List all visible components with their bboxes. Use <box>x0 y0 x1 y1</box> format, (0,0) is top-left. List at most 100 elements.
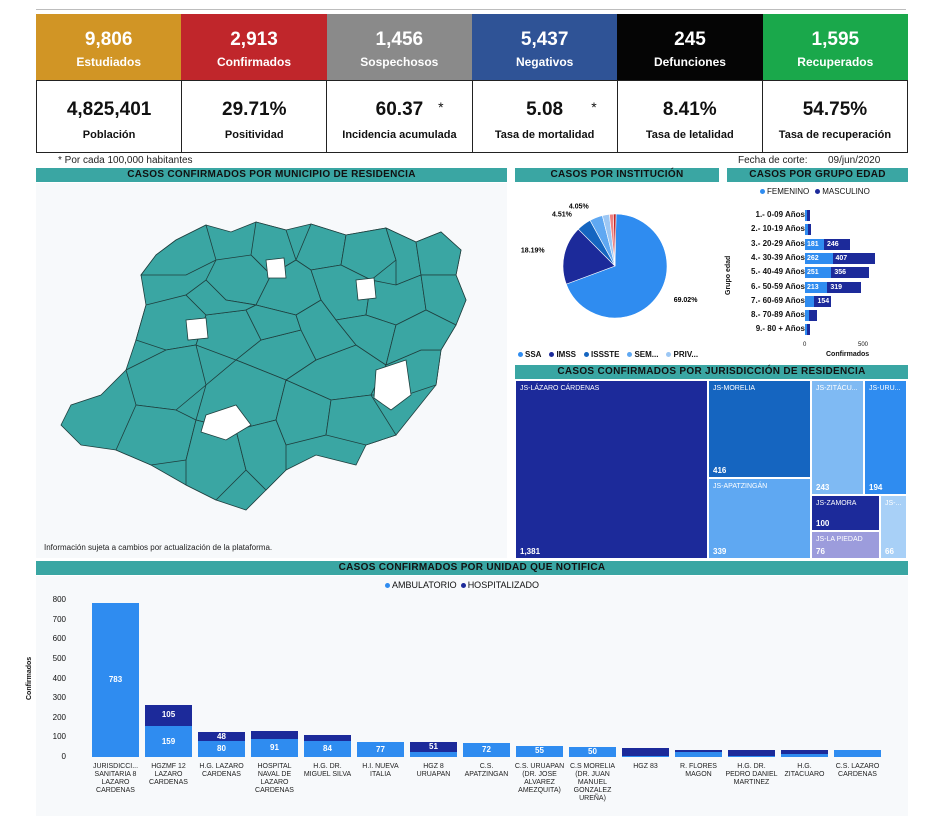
ytick: 200 <box>52 712 66 722</box>
unidad-bar[interactable]: 91 <box>251 731 298 757</box>
age-bar-femenino[interactable]: 262 <box>805 252 833 264</box>
institution-pie-chart[interactable]: 69.02% 18.19% 4.51%4.05% <box>515 186 715 346</box>
legend-masculino: MASCULINO <box>815 187 870 196</box>
age-bar-masculino[interactable]: 319 <box>827 281 861 293</box>
unidad-legend: AMBULATORIO HOSPITALIZADO <box>385 580 539 590</box>
bar-hospitalizado[interactable]: 105 <box>145 705 192 726</box>
age-bar-masculino[interactable]: 407 <box>832 252 876 264</box>
bar-ambulatorio[interactable] <box>675 751 722 757</box>
bar-hospitalizado[interactable] <box>675 749 722 752</box>
pie-slice[interactable] <box>565 213 668 319</box>
age-label: 9.- 80 + Años <box>755 324 805 334</box>
kpi-label: Negativos <box>515 55 574 69</box>
kpi-card: 245 Defunciones <box>617 14 763 80</box>
bar-ambulatorio[interactable] <box>728 755 775 757</box>
bar-hospitalizado[interactable] <box>251 731 298 740</box>
stat-value: 54.75% <box>802 99 868 120</box>
institution-legend: SSA IMSS ISSSTE SEM... PRIV... <box>518 350 698 359</box>
bar-ambulatorio[interactable]: 55 <box>516 746 563 757</box>
kpi-value: 245 <box>674 29 706 50</box>
age-bar-masculino[interactable]: 356 <box>831 267 869 279</box>
unidad-bar[interactable] <box>622 748 669 757</box>
treemap-cell[interactable]: JS-MORELIA 416 <box>708 380 811 478</box>
age-bar-femenino[interactable]: 181 <box>805 238 824 250</box>
treemap-cell[interactable]: JS-APATZINGÁN 339 <box>708 478 811 559</box>
bar-ambulatorio[interactable]: 91 <box>251 739 298 757</box>
treemap-cell[interactable]: JS-LÁZARO CÁRDENAS 1,381 <box>515 380 708 559</box>
treemap-cell[interactable]: JS-LA PIEDAD 76 <box>811 531 880 559</box>
ytick: 300 <box>52 693 66 703</box>
stat-label: Incidencia acumulada <box>342 129 457 141</box>
legend-femenino: FEMENINO <box>760 187 809 196</box>
unidad-bar[interactable]: 159 105 <box>145 705 192 757</box>
unidad-bar[interactable]: 80 48 <box>198 731 245 757</box>
unidad-bar[interactable] <box>728 749 775 757</box>
unidad-bar[interactable]: 55 <box>516 746 563 757</box>
age-bar-masculino[interactable]: 246 <box>824 238 850 250</box>
bar-hospitalizado[interactable]: 51 <box>410 742 457 753</box>
jurisdiction-treemap[interactable]: JS-LÁZARO CÁRDENAS 1,381 JS-MORELIA 416 JS… <box>515 380 907 559</box>
age-bar-femenino[interactable] <box>805 210 807 221</box>
bar-ambulatorio[interactable] <box>834 750 881 757</box>
stat-value: 60.37 <box>375 99 424 120</box>
unidad-bar[interactable] <box>834 750 881 757</box>
bar-hospitalizado[interactable]: 48 <box>198 731 245 742</box>
bar-ambulatorio[interactable]: 783 <box>92 603 139 757</box>
unidad-xlabel: C.S. APATZINGAN <box>464 763 509 778</box>
pie-slice[interactable] <box>562 228 616 285</box>
unidad-xlabel: C.S MORELIA (DR. JUAN MANUEL GONZALEZ UR… <box>569 763 616 802</box>
age-bar-masculino[interactable] <box>807 224 811 236</box>
bar-hospitalizado[interactable] <box>728 749 775 756</box>
bar-ambulatorio[interactable]: 72 <box>463 742 510 757</box>
bar-ambulatorio[interactable]: 159 <box>145 725 192 757</box>
age-label: 7.- 60-69 Años <box>751 295 805 305</box>
age-bar-femenino[interactable] <box>805 310 810 322</box>
cutoff-date: 09/jun/2020 <box>828 155 881 166</box>
bar-ambulatorio[interactable] <box>622 756 669 757</box>
kpi-value: 1,456 <box>375 29 424 50</box>
treemap-cell[interactable]: JS-... 66 <box>880 495 907 559</box>
bar-ambulatorio[interactable]: 80 <box>198 741 245 757</box>
age-row: 6.- 50-59 Años 213 319 <box>700 281 900 293</box>
bar-hospitalizado[interactable] <box>304 735 351 741</box>
age-label: 6.- 50-59 Años <box>751 281 805 291</box>
unidad-bar[interactable]: 72 <box>463 742 510 757</box>
bar-ambulatorio[interactable]: 84 <box>304 740 351 757</box>
unidad-bar[interactable] <box>675 749 722 757</box>
map-empty-region <box>265 257 287 279</box>
map-empty-region <box>200 404 252 441</box>
pie-legend-item: IMSS <box>549 350 576 359</box>
kpi-label: Defunciones <box>653 55 726 69</box>
age-bar-masculino[interactable] <box>807 210 810 221</box>
bar-ambulatorio[interactable]: 77 <box>357 741 404 757</box>
treemap-cell[interactable]: JS-URU... 194 <box>864 380 907 495</box>
municipality-map[interactable] <box>56 220 486 520</box>
age-bar-femenino[interactable] <box>805 224 808 236</box>
age-bar-masculino[interactable]: 154 <box>814 295 831 307</box>
treemap-cell[interactable]: JS-ZAMORA 100 <box>811 495 880 531</box>
age-bar-femenino[interactable] <box>805 295 815 307</box>
unidad-bar[interactable]: 50 <box>569 747 616 757</box>
bar-ambulatorio[interactable]: 50 <box>569 747 616 757</box>
bar-hospitalizado[interactable] <box>622 748 669 757</box>
unidad-bar[interactable] <box>781 750 828 757</box>
stat-asterisk: * <box>591 99 597 115</box>
bar-ambulatorio[interactable] <box>410 752 457 757</box>
pie-legend-item: SEM... <box>627 350 658 359</box>
unidad-bar[interactable]: 77 <box>357 741 404 757</box>
age-bar-femenino[interactable] <box>805 324 807 336</box>
kpi-card: 5,437 Negativos <box>471 14 618 80</box>
age-bar-masculino[interactable] <box>807 324 810 336</box>
bar-ambulatorio[interactable] <box>781 754 828 757</box>
age-bar-femenino[interactable]: 213 <box>805 281 828 293</box>
pie-slice[interactable] <box>613 213 617 267</box>
age-bar-femenino[interactable]: 251 <box>805 267 832 279</box>
unidad-bar[interactable]: 783 <box>92 603 139 757</box>
unidad-bar[interactable]: 51 <box>410 742 457 757</box>
age-bar-masculino[interactable] <box>809 310 817 322</box>
kpi-label: Recuperados <box>797 55 874 69</box>
unidad-xlabel: H.G. ZITACUARO <box>784 763 825 778</box>
bar-hospitalizado[interactable] <box>781 750 828 755</box>
treemap-cell[interactable]: JS-ZITÁCU... 243 <box>811 380 864 495</box>
unidad-bar[interactable]: 84 <box>304 735 351 757</box>
